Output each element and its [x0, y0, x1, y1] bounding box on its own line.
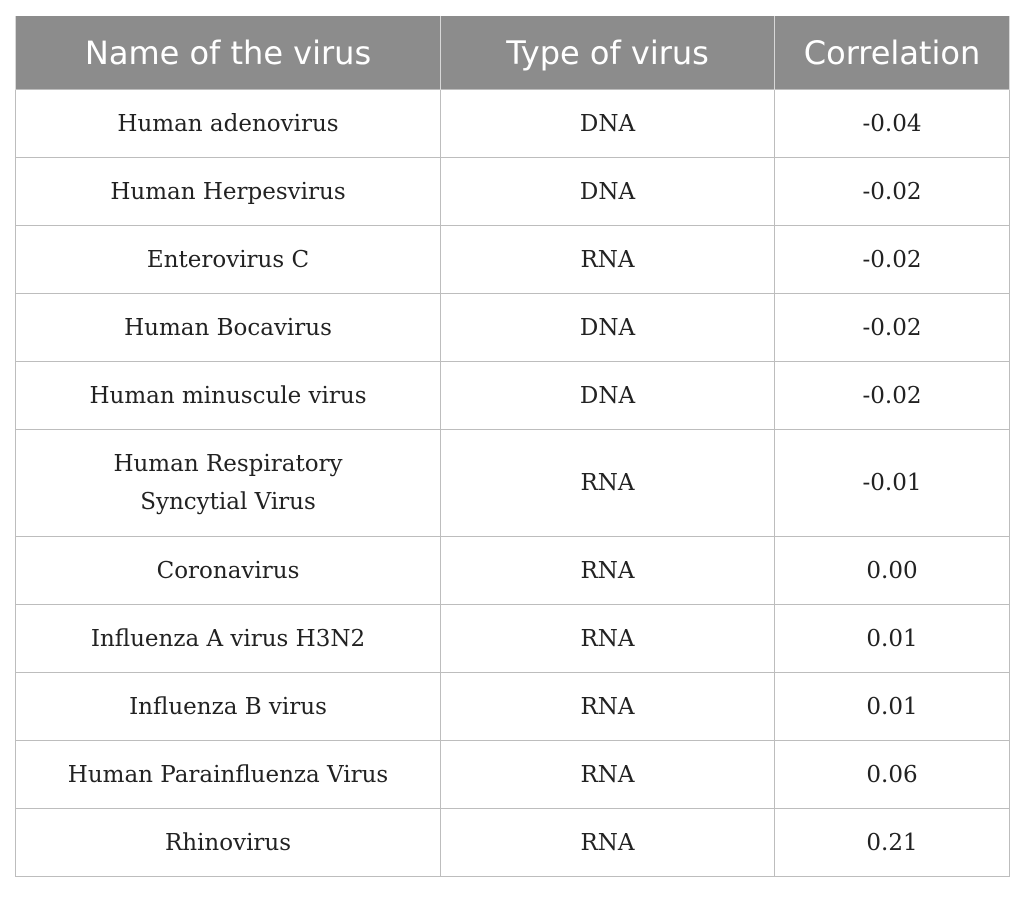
virus-name-cell: Human Herpesvirus	[15, 157, 441, 226]
virus-type-cell: RNA	[440, 429, 775, 537]
correlation-cell: -0.02	[774, 361, 1010, 430]
correlation-cell: -0.02	[774, 225, 1010, 294]
correlation-cell: 0.06	[774, 740, 1010, 809]
virus-correlation-table: Name of the virus Type of virus Correlat…	[15, 16, 1010, 877]
table-row: Human Bocavirus DNA -0.02	[15, 293, 1010, 362]
virus-type-cell: RNA	[440, 536, 775, 605]
table-row: Human Respiratory Syncytial Virus RNA -0…	[15, 429, 1010, 537]
correlation-cell: -0.01	[774, 429, 1010, 537]
virus-type-cell: DNA	[440, 293, 775, 362]
correlation-cell: -0.02	[774, 293, 1010, 362]
correlation-cell: 0.01	[774, 672, 1010, 741]
table-row: Enterovirus C RNA -0.02	[15, 225, 1010, 294]
virus-type-cell: RNA	[440, 225, 775, 294]
virus-type-cell: DNA	[440, 157, 775, 226]
header-correlation: Correlation	[774, 16, 1010, 90]
correlation-cell: 0.00	[774, 536, 1010, 605]
table-row: Human Herpesvirus DNA -0.02	[15, 157, 1010, 226]
virus-name-cell: Human Respiratory Syncytial Virus	[15, 429, 441, 537]
virus-type-cell: RNA	[440, 672, 775, 741]
virus-name-cell: Human Bocavirus	[15, 293, 441, 362]
table-row: Influenza B virus RNA 0.01	[15, 672, 1010, 741]
correlation-cell: -0.02	[774, 157, 1010, 226]
virus-type-cell: RNA	[440, 740, 775, 809]
virus-name-cell: Rhinovirus	[15, 808, 441, 877]
virus-type-cell: RNA	[440, 808, 775, 877]
virus-name-cell: Influenza A virus H3N2	[15, 604, 441, 673]
table-row: Coronavirus RNA 0.00	[15, 536, 1010, 605]
virus-type-cell: DNA	[440, 361, 775, 430]
table-row: Human adenovirus DNA -0.04	[15, 89, 1010, 158]
header-virus-name: Name of the virus	[15, 16, 441, 90]
table-row: Human Parainfluenza Virus RNA 0.06	[15, 740, 1010, 809]
virus-name-cell: Influenza B virus	[15, 672, 441, 741]
virus-name-cell: Human adenovirus	[15, 89, 441, 158]
correlation-cell: 0.21	[774, 808, 1010, 877]
table-row: Human minuscule virus DNA -0.02	[15, 361, 1010, 430]
table-row: Rhinovirus RNA 0.21	[15, 808, 1010, 877]
virus-type-cell: DNA	[440, 89, 775, 158]
virus-name-cell: Human Parainfluenza Virus	[15, 740, 441, 809]
virus-name-cell: Coronavirus	[15, 536, 441, 605]
virus-name-text: Human Respiratory Syncytial Virus	[113, 451, 343, 515]
virus-name-cell: Enterovirus C	[15, 225, 441, 294]
header-virus-type: Type of virus	[440, 16, 775, 90]
table-header: Name of the virus Type of virus Correlat…	[15, 16, 1010, 90]
virus-type-cell: RNA	[440, 604, 775, 673]
table-body: Human adenovirus DNA -0.04 Human Herpesv…	[15, 89, 1010, 877]
correlation-cell: 0.01	[774, 604, 1010, 673]
table-row: Influenza A virus H3N2 RNA 0.01	[15, 604, 1010, 673]
correlation-cell: -0.04	[774, 89, 1010, 158]
virus-name-cell: Human minuscule virus	[15, 361, 441, 430]
header-row: Name of the virus Type of virus Correlat…	[15, 16, 1010, 90]
